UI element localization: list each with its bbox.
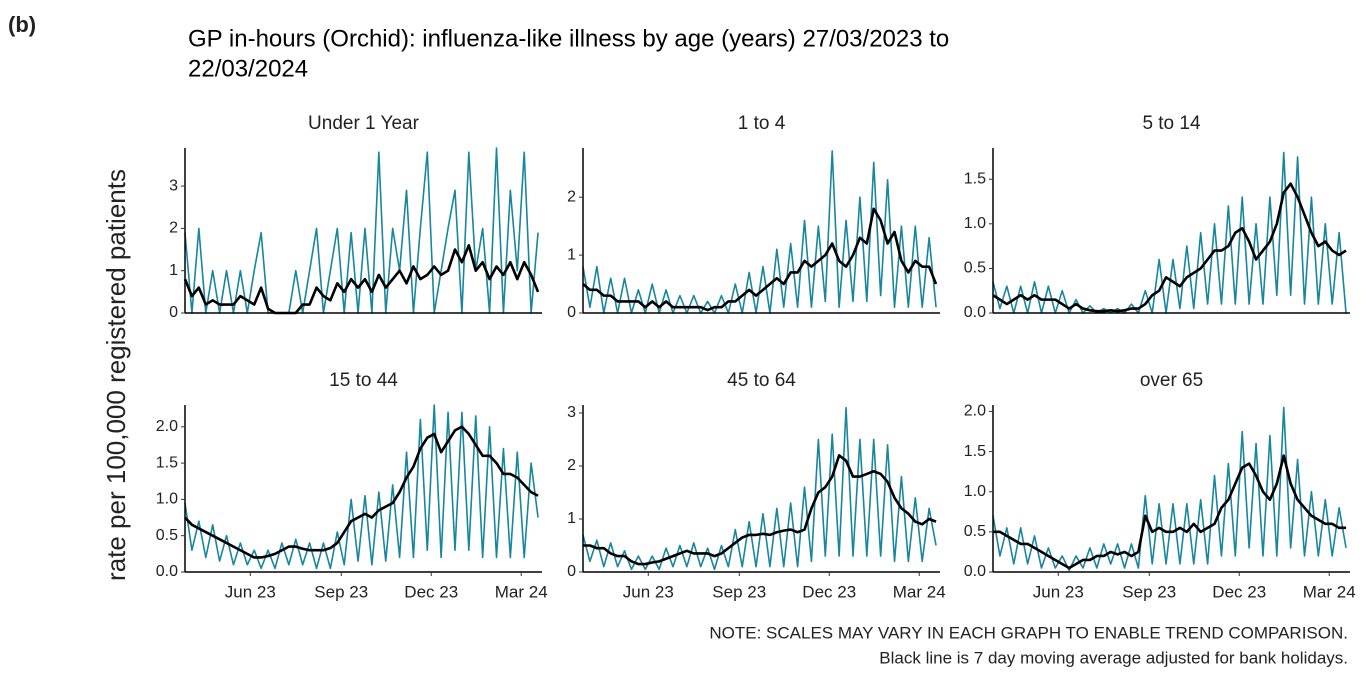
x-tick-label: Dec 23 xyxy=(404,582,458,601)
panel-label: (b) xyxy=(8,12,36,37)
y-tick-label: 1 xyxy=(567,510,576,527)
moving-average-line xyxy=(183,244,540,315)
y-tick-label: 1.5 xyxy=(156,454,178,471)
facet-title: over 65 xyxy=(1140,370,1203,391)
x-tick-label: Mar 24 xyxy=(1303,582,1356,601)
daily-line xyxy=(992,151,1347,314)
note: NOTE: SCALES MAY VARY IN EACH GRAPH TO E… xyxy=(709,623,1348,642)
y-tick-label: 0.5 xyxy=(964,523,986,540)
facet-title: Under 1 Year xyxy=(308,113,420,134)
moving-average-line xyxy=(184,425,539,559)
y-tick-label: 3 xyxy=(567,404,576,421)
y-tick-label: 1.5 xyxy=(964,170,986,187)
facet-title: 15 to 44 xyxy=(329,370,398,391)
chart-title: GP in-hours (Orchid): influenza-like ill… xyxy=(188,25,949,52)
daily-line xyxy=(582,406,937,571)
facet-title: 45 to 64 xyxy=(727,370,796,391)
chart-title: 22/03/2024 xyxy=(188,55,308,82)
y-tick-label: 1.0 xyxy=(156,491,178,508)
y-tick-label: 0 xyxy=(567,304,576,321)
x-tick-label: Dec 23 xyxy=(1212,582,1266,601)
y-tick-label: 2 xyxy=(567,457,576,474)
x-tick-label: Jun 23 xyxy=(225,582,276,601)
x-tick-label: Sep 23 xyxy=(1122,582,1176,601)
y-tick-label: 0.0 xyxy=(964,304,986,321)
x-tick-label: Sep 23 xyxy=(712,582,766,601)
y-tick-label: 1.0 xyxy=(964,483,986,500)
facet-title: 5 to 14 xyxy=(1142,113,1201,134)
x-tick-label: Mar 24 xyxy=(893,582,946,601)
y-tick-label: 2 xyxy=(169,220,178,237)
note: Black line is 7 day moving average adjus… xyxy=(879,648,1348,667)
moving-average-line xyxy=(993,454,1347,570)
x-tick-label: Dec 23 xyxy=(802,582,856,601)
daily-line xyxy=(582,150,937,314)
y-tick-label: 2.0 xyxy=(964,403,986,420)
y-tick-label: 0.5 xyxy=(964,260,986,277)
moving-average-line xyxy=(582,207,938,312)
facet-title: 1 to 4 xyxy=(738,113,786,134)
daily-line xyxy=(184,147,539,314)
x-tick-label: Jun 23 xyxy=(623,582,674,601)
y-tick-label: 1 xyxy=(567,246,576,263)
y-tick-label: 0 xyxy=(169,304,178,321)
y-axis-label: rate per 100,000 registered patients xyxy=(101,169,131,581)
daily-line xyxy=(184,404,539,570)
y-tick-label: 0 xyxy=(567,563,576,580)
x-tick-label: Jun 23 xyxy=(1033,582,1084,601)
y-tick-label: 1.0 xyxy=(964,215,986,232)
y-tick-label: 2 xyxy=(567,188,576,205)
y-tick-label: 2.0 xyxy=(156,418,178,435)
y-tick-label: 1.5 xyxy=(964,443,986,460)
moving-average-line xyxy=(992,182,1347,313)
x-tick-label: Sep 23 xyxy=(314,582,368,601)
y-tick-label: 0.5 xyxy=(156,527,178,544)
y-tick-label: 3 xyxy=(169,177,178,194)
y-tick-label: 1 xyxy=(169,262,178,279)
y-tick-label: 0.0 xyxy=(156,563,178,580)
moving-average-line xyxy=(583,454,937,566)
y-tick-label: 0.0 xyxy=(964,563,986,580)
x-tick-label: Mar 24 xyxy=(495,582,548,601)
